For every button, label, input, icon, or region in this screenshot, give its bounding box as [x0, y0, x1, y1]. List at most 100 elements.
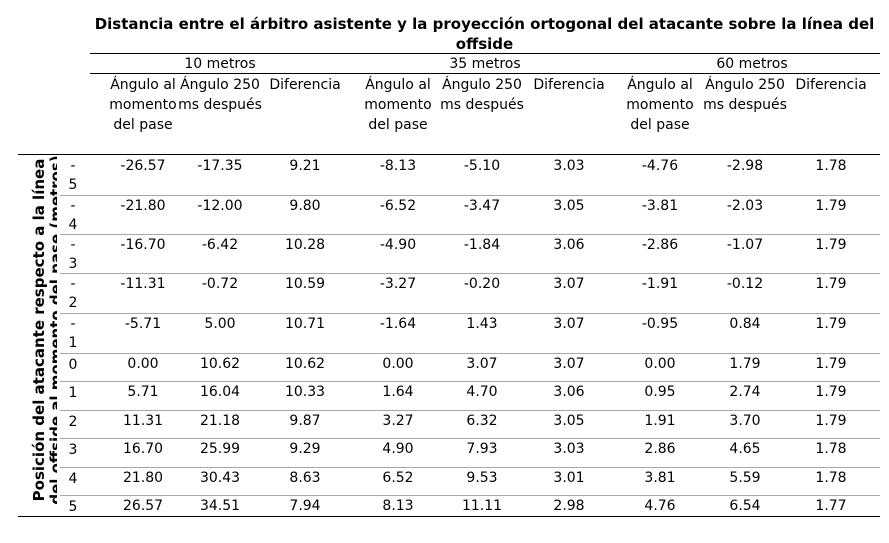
- row-divider: [60, 467, 880, 468]
- table-cell: 6.54: [729, 498, 761, 514]
- table-cell: -0.20: [463, 276, 501, 292]
- table-cell: 1.79: [729, 356, 761, 372]
- table-cell: 1.79: [815, 384, 847, 400]
- table-cell: 34.51: [199, 498, 241, 514]
- table-cell: -21.80: [120, 198, 166, 214]
- row-divider: [60, 381, 880, 382]
- table-cell: 0.84: [729, 316, 761, 332]
- table-cell: 1.43: [466, 316, 498, 332]
- table-cell: 11.31: [122, 413, 164, 429]
- table-cell: 2.74: [729, 384, 761, 400]
- column-header: Diferencia: [533, 77, 605, 93]
- table-cell: 30.43: [199, 470, 241, 486]
- table-cell: 1.77: [815, 498, 847, 514]
- column-header: Ángulo 250 ms después: [178, 77, 262, 113]
- table-cell: 1.79: [815, 316, 847, 332]
- table-cell: -6.52: [379, 198, 417, 214]
- table-cell: 21.18: [199, 413, 241, 429]
- table-cell: 1.78: [815, 158, 847, 174]
- table-cell: -5.10: [463, 158, 501, 174]
- table-bottom-rule: [18, 516, 880, 517]
- table-cell: -17.35: [197, 158, 243, 174]
- table-cell: 16.70: [122, 441, 164, 457]
- table-cell: -0.95: [641, 316, 679, 332]
- table-cell: 10.71: [284, 316, 326, 332]
- table-cell: -12.00: [197, 198, 243, 214]
- table-cell: 6.32: [466, 413, 498, 429]
- group-header: 35 metros: [449, 56, 521, 72]
- table-cell: 3.01: [553, 470, 585, 486]
- table-cell: 7.93: [466, 441, 498, 457]
- table-cell: 9.87: [289, 413, 321, 429]
- table-cell: 0.00: [382, 356, 414, 372]
- row-divider: [60, 313, 880, 314]
- table-cell: 16.04: [199, 384, 241, 400]
- table-cell: 0.95: [644, 384, 676, 400]
- table-cell: 3.81: [644, 470, 676, 486]
- table-cell: -0.12: [726, 276, 764, 292]
- table-cell: 1.79: [815, 198, 847, 214]
- table-cell: 10.59: [284, 276, 326, 292]
- row-label: 0: [68, 357, 78, 373]
- table-cell: 1.79: [815, 276, 847, 292]
- table-cell: 10.28: [284, 237, 326, 253]
- table-cell: 8.63: [289, 470, 321, 486]
- column-header: Diferencia: [269, 77, 341, 93]
- table-cell: -1.64: [379, 316, 417, 332]
- table-cell: 1.78: [815, 470, 847, 486]
- table-cell: 11.11: [461, 498, 503, 514]
- row-label: 3: [68, 442, 78, 458]
- row-label: -3: [68, 237, 78, 272]
- table-cell: 4.65: [729, 441, 761, 457]
- table-cell: 1.91: [644, 413, 676, 429]
- table-cell: 5.59: [729, 470, 761, 486]
- row-label: -2: [68, 276, 78, 311]
- table-cell: 3.06: [553, 237, 585, 253]
- table-cell: -0.72: [201, 276, 239, 292]
- row-label: 5: [68, 499, 78, 515]
- row-axis-label: Posición del atacante respecto a la líne…: [31, 155, 57, 505]
- table-cell: 21.80: [122, 470, 164, 486]
- row-divider: [60, 234, 880, 235]
- table-cell: -2.86: [641, 237, 679, 253]
- table-cell: 25.99: [199, 441, 241, 457]
- row-label: -5: [68, 158, 78, 193]
- group-rule: [90, 73, 880, 74]
- table-cell: 0.00: [127, 356, 159, 372]
- table-cell: -4.76: [641, 158, 679, 174]
- table-cell: 8.13: [382, 498, 414, 514]
- header-bottom-rule: [18, 154, 880, 155]
- row-divider: [60, 195, 880, 196]
- column-header: Ángulo al momento del pase: [109, 77, 177, 133]
- table-cell: -2.98: [726, 158, 764, 174]
- table-cell: -2.03: [726, 198, 764, 214]
- table-cell: -5.71: [124, 316, 162, 332]
- table-cell: 1.79: [815, 237, 847, 253]
- table-cell: -1.91: [641, 276, 679, 292]
- table-cell: 3.70: [729, 413, 761, 429]
- table-cell: -3.27: [379, 276, 417, 292]
- table-cell: 10.62: [284, 356, 326, 372]
- row-label: -1: [68, 316, 78, 351]
- table-cell: 2.86: [644, 441, 676, 457]
- table-cell: 3.07: [553, 316, 585, 332]
- table-cell: 10.62: [199, 356, 241, 372]
- table-cell: 1.79: [815, 356, 847, 372]
- table-title: Distancia entre el árbitro asistente y l…: [94, 15, 875, 53]
- table-cell: 3.05: [553, 198, 585, 214]
- table-cell: -8.13: [379, 158, 417, 174]
- table-cell: 3.27: [382, 413, 414, 429]
- table-cell: -1.84: [463, 237, 501, 253]
- row-divider: [60, 495, 880, 496]
- table-cell: 5.00: [204, 316, 236, 332]
- table-cell: -16.70: [120, 237, 166, 253]
- row-label: 4: [68, 471, 78, 487]
- table-cell: 9.53: [466, 470, 498, 486]
- table-cell: 3.05: [553, 413, 585, 429]
- table-cell: -11.31: [120, 276, 166, 292]
- column-header: Ángulo 250 ms después: [703, 77, 787, 113]
- row-label: 1: [68, 385, 78, 401]
- group-header: 10 metros: [184, 56, 256, 72]
- row-divider: [60, 438, 880, 439]
- table-cell: 3.06: [553, 384, 585, 400]
